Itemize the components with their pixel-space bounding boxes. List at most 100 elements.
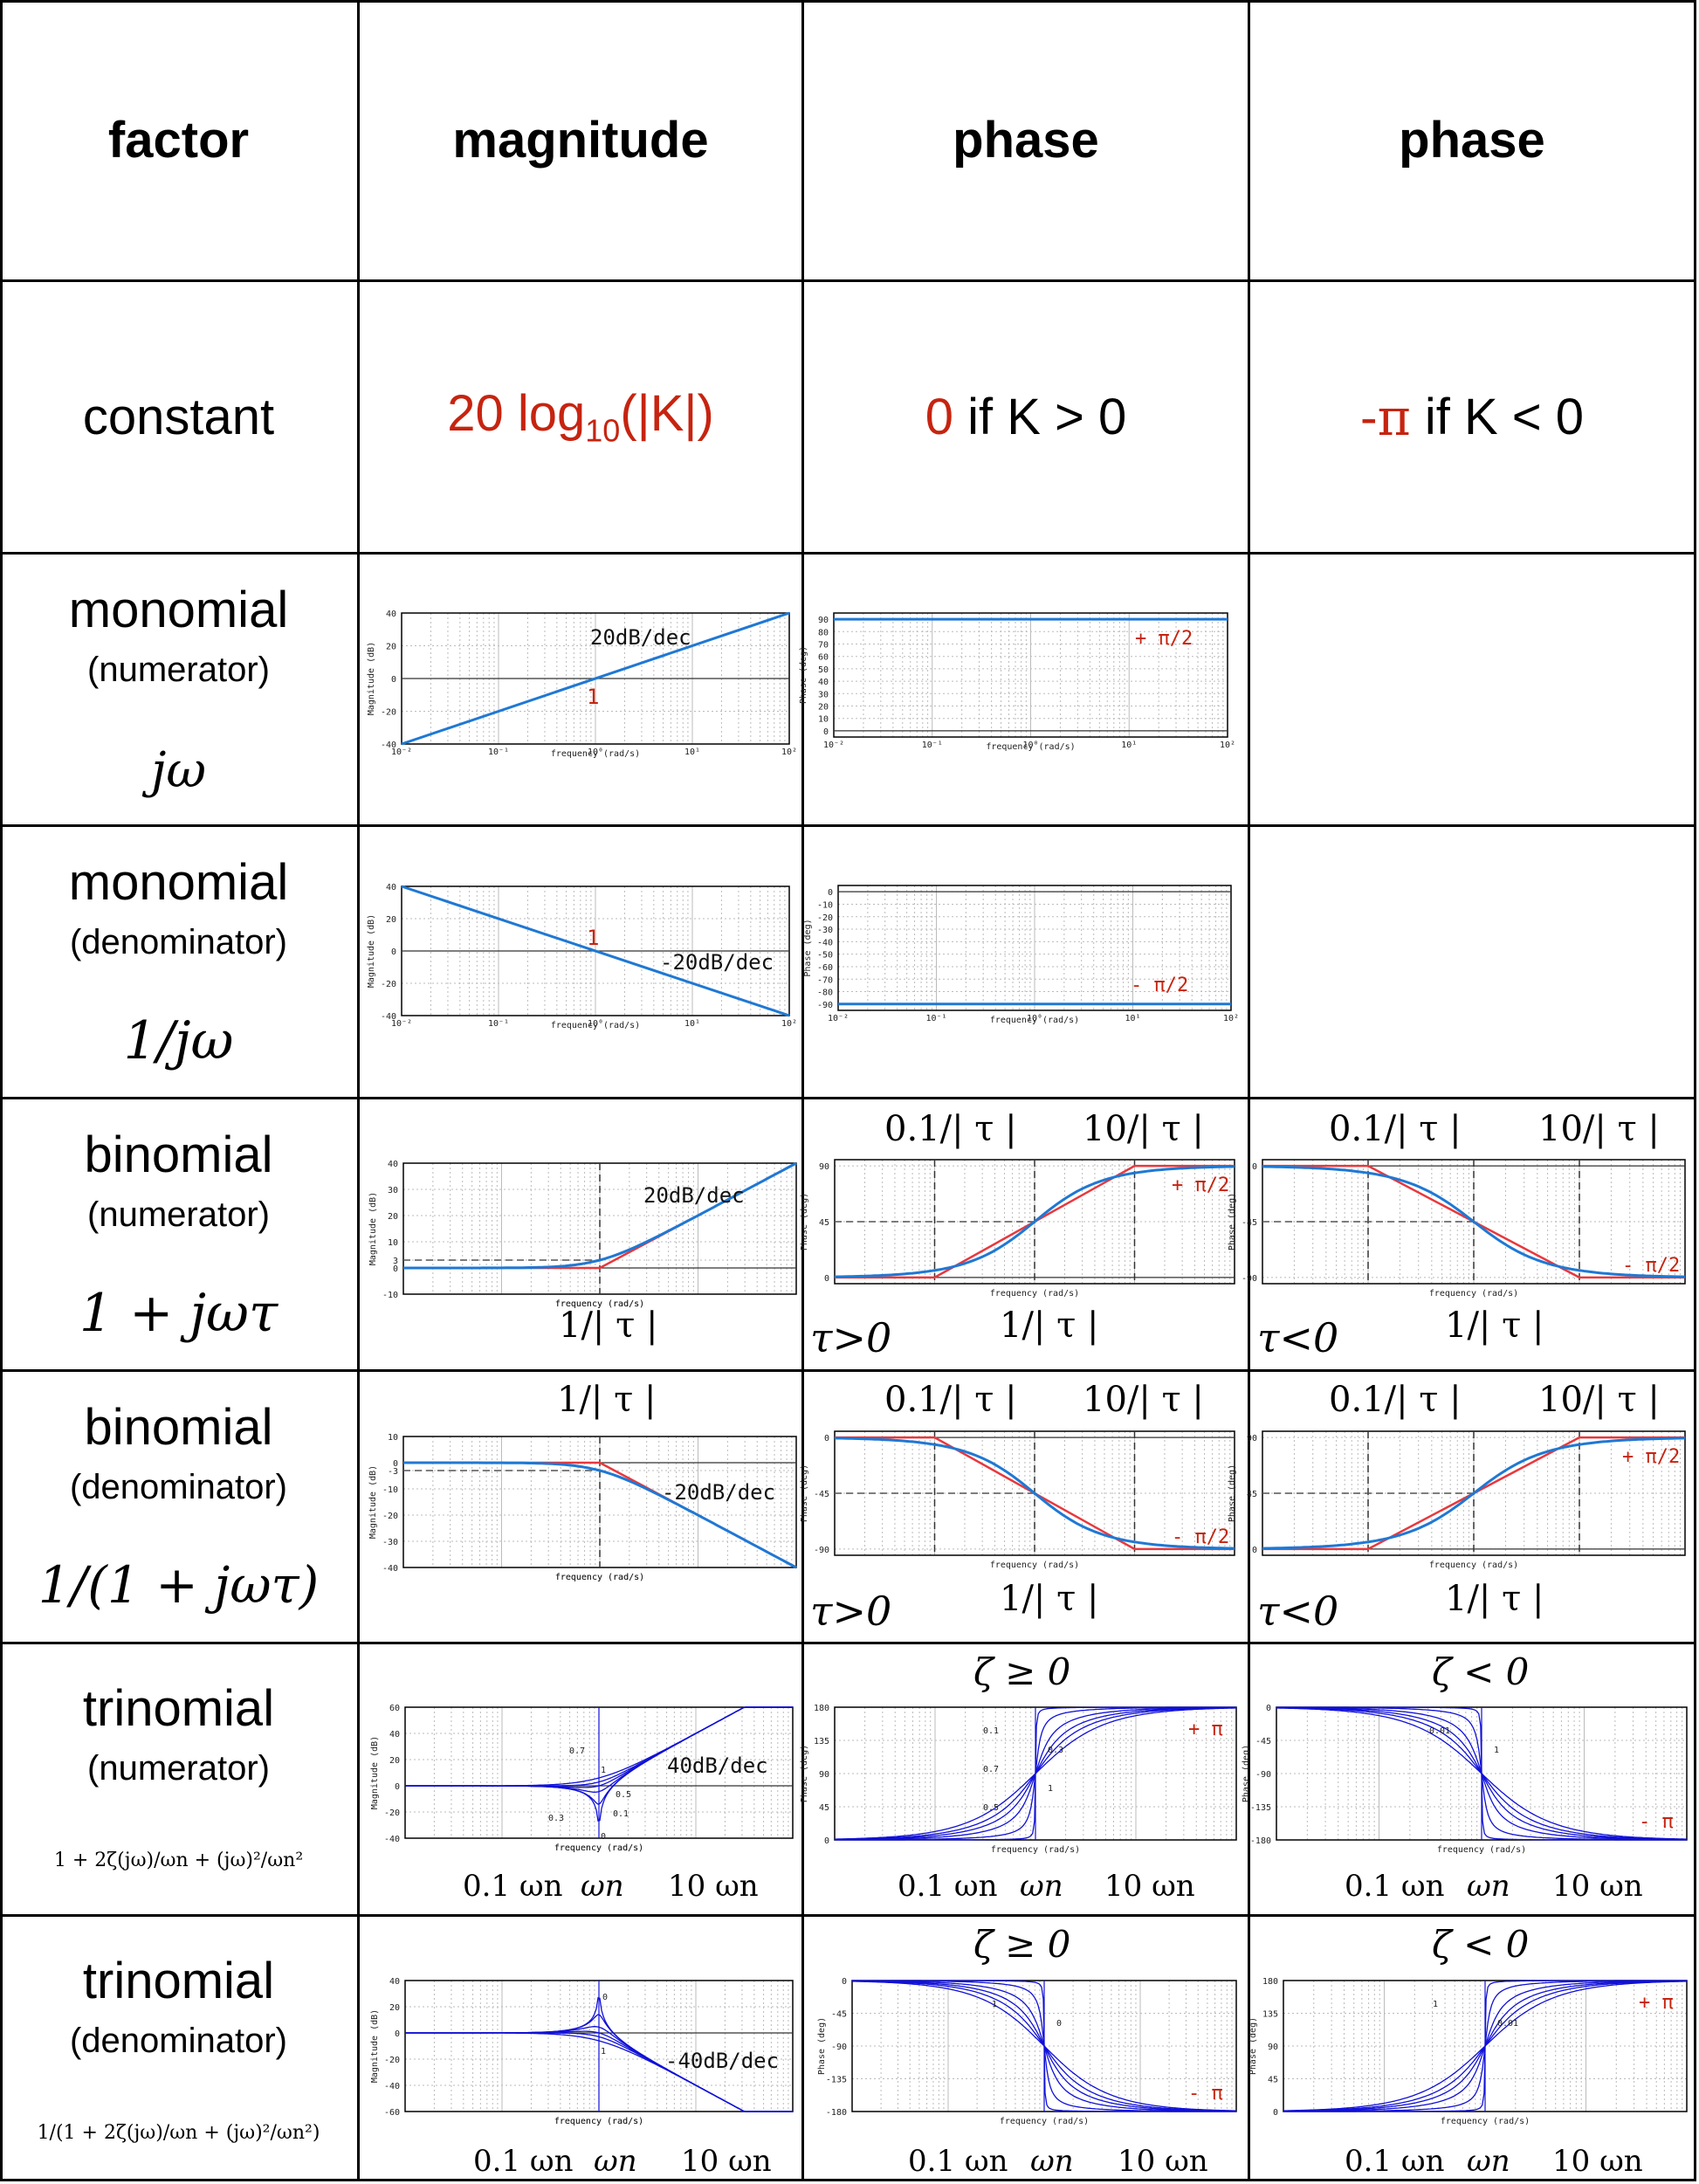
y-tick-label: 70 xyxy=(818,641,829,651)
zeta-annotation: 1 xyxy=(1494,1746,1499,1755)
factor-row-3: binomial (numerator) 1 + jωτ xyxy=(0,1099,360,1372)
mono-den-mag-plot: -40 -20 0 20 40 Magnitude (dB) frequency (rad/… xyxy=(367,883,797,1030)
cell-r3-ph2 xyxy=(1250,1099,1696,1372)
zeta-annotation: 0.5 xyxy=(983,1803,999,1813)
y-tick-label: 180 xyxy=(814,1704,829,1713)
y-tick-label: 80 xyxy=(818,628,829,637)
y-tick-label: -20 xyxy=(384,1809,400,1818)
factor-row-4: binomial (denominator) 1/(1 + jωτ) xyxy=(0,1372,360,1644)
zeta-annotation: 0.1 xyxy=(983,1726,999,1736)
y-tick-label: 0 xyxy=(824,1434,829,1443)
x-tick-label: 10¹ xyxy=(684,1019,700,1029)
bin-num-mag-plot: -10 03 10 20 30 40 Magnitude (dB) frequency (ra… xyxy=(368,1160,797,1309)
bin-num-phase-neg-plot: -90 -45 0 Phase (deg) frequency (rad/s) - π/2 xyxy=(1228,1159,1686,1299)
corner-high-label: 10/| τ | xyxy=(1538,1109,1660,1149)
zeta-annotation: 0.01 xyxy=(1497,2019,1518,2029)
y-axis-label: Phase (deg) xyxy=(1248,2017,1258,2075)
y-tick-label: -90 xyxy=(831,2043,847,2052)
plot-border xyxy=(837,885,1232,1011)
phase-value-label: - π/2 xyxy=(1622,1255,1680,1277)
zeta-annotation: 0.01 xyxy=(1429,1726,1450,1736)
factor-subtitle: (numerator) xyxy=(87,1749,270,1788)
x-tick-label: 10² xyxy=(781,1019,797,1029)
wn-high-label: 10 ωn xyxy=(1552,1869,1643,1904)
y-tick-label: 3 xyxy=(393,1257,398,1266)
cell-r6-ph1 xyxy=(804,1917,1250,2181)
corner-high-label: 10/| τ | xyxy=(1083,1109,1204,1149)
y-tick-label: -90 xyxy=(1242,1274,1257,1284)
y-tick-label: -40 xyxy=(817,938,833,947)
cell-r5-ph1 xyxy=(804,1644,1250,1917)
y-tick-label: 0 xyxy=(393,1264,398,1274)
slope-label: -40dB/dec xyxy=(665,2049,779,2073)
y-tick-label: 10 xyxy=(818,715,829,725)
cell-r1-ph1 xyxy=(804,555,1250,827)
x-tick-label: 10⁻² xyxy=(828,1014,849,1023)
zeta-annotation: 0.7 xyxy=(569,1747,585,1756)
zeta-nonneg-label: ζ ≥ 0 xyxy=(973,1923,1071,1966)
y-tick-label: 20 xyxy=(386,915,396,925)
phase-pos-condition: if K > 0 xyxy=(953,389,1127,445)
wn-high-label: 10 ωn xyxy=(1552,2144,1643,2179)
zeta-neg-label: ζ < 0 xyxy=(1432,1650,1530,1693)
x-tick-label: 10¹ xyxy=(684,748,700,757)
bin-den-phase-pos-plot: -90 -45 0 Phase (deg) frequency (rad/s) - π/2 xyxy=(800,1430,1235,1570)
y-tick-label: -135 xyxy=(1250,1803,1271,1813)
x-axis-label: frequency (rad/s) xyxy=(1000,2117,1089,2126)
x-tick-label: 10² xyxy=(1220,741,1235,750)
phase-pos-value: 0 xyxy=(925,389,953,445)
y-tick-label: -60 xyxy=(384,2108,400,2118)
y-tick-label: 135 xyxy=(1262,2010,1278,2020)
y-axis-label: Magnitude (dB) xyxy=(370,2009,380,2083)
x-tick-label: 10⁻² xyxy=(391,1019,412,1029)
wn-label: ωn xyxy=(1467,1869,1510,1904)
y-tick-label: -90 xyxy=(1255,1770,1271,1780)
cell-r1-ph2 xyxy=(1250,555,1696,827)
phase-value-label: + π/2 xyxy=(1135,628,1193,650)
cell-r6-ph2 xyxy=(1250,1917,1696,2181)
tri-den-mag-plot: -60 -40 -20 0 20 40 Magnitude (dB) frequency (r… xyxy=(370,1977,794,2126)
factor-expression: 1 + 2ζ(jω)/ωn + (jω)²/ωn² xyxy=(53,1850,304,1871)
y-tick-label: 0 xyxy=(1266,1704,1271,1713)
y-tick-label: -45 xyxy=(1255,1737,1271,1747)
y-tick-label: 40 xyxy=(388,1160,398,1169)
x-tick-label: 10² xyxy=(1223,1014,1239,1023)
y-tick-label: 0 xyxy=(828,888,833,898)
zeta-annotation: 0 xyxy=(602,1993,608,2002)
mono-num-mag-plot: -40 -20 0 20 40 Magnitude (dB) frequency (rad/… xyxy=(367,610,797,759)
header-phase-1: phase xyxy=(804,0,1250,282)
y-tick-label: 45 xyxy=(819,1803,829,1813)
cell-r1-mag xyxy=(360,555,804,827)
zeta-annotation: 0 xyxy=(601,1832,606,1842)
y-tick-label: 0 xyxy=(1252,1162,1257,1172)
x-tick-label: 10⁰ xyxy=(588,1019,603,1029)
factor-row-6: trinomial (denominator) 1/(1 + 2ζ(jω)/ωn… xyxy=(0,1917,360,2181)
phase-value-label: - π/2 xyxy=(1131,975,1188,996)
corner-low-label: 0.1/| τ | xyxy=(884,1109,1017,1149)
factor-subtitle: (denominator) xyxy=(69,923,287,961)
y-tick-label: 30 xyxy=(818,690,829,699)
factor-title: binomial xyxy=(84,1126,273,1183)
x-axis-label: frequency (rad/s) xyxy=(554,1843,643,1853)
header-factor: factor xyxy=(0,0,360,282)
x-tick-label: 10¹ xyxy=(1121,741,1137,750)
factor-subtitle: (numerator) xyxy=(87,651,270,689)
factor-row-1: monomial (numerator) jω xyxy=(0,555,360,827)
wn-high-label: 10 ωn xyxy=(681,2144,772,2179)
y-tick-label: -180 xyxy=(826,2108,847,2118)
corner-high-label: 10/| τ | xyxy=(1083,1380,1204,1420)
wn-low-label: 0.1 ωn xyxy=(473,2144,574,2179)
x-axis-label: frequency (rad/s) xyxy=(555,1299,644,1309)
factor-title: monomial xyxy=(68,854,289,911)
phase-value-label: + π/2 xyxy=(1172,1175,1229,1196)
header-factor-label: factor xyxy=(107,111,250,169)
y-tick-label: -50 xyxy=(817,951,833,961)
y-tick-label: 0 xyxy=(1273,2108,1278,2118)
y-tick-label: -40 xyxy=(381,741,396,750)
constant-phase-negative: -π if K < 0 xyxy=(1250,282,1696,555)
cell-r3-ph1 xyxy=(804,1099,1250,1372)
x-axis-label: frequency (rad/s) xyxy=(554,2117,643,2126)
factor-subtitle: (denominator) xyxy=(69,1468,287,1506)
y-tick-label: -20 xyxy=(384,2056,400,2065)
y-tick-label: 40 xyxy=(818,678,829,687)
